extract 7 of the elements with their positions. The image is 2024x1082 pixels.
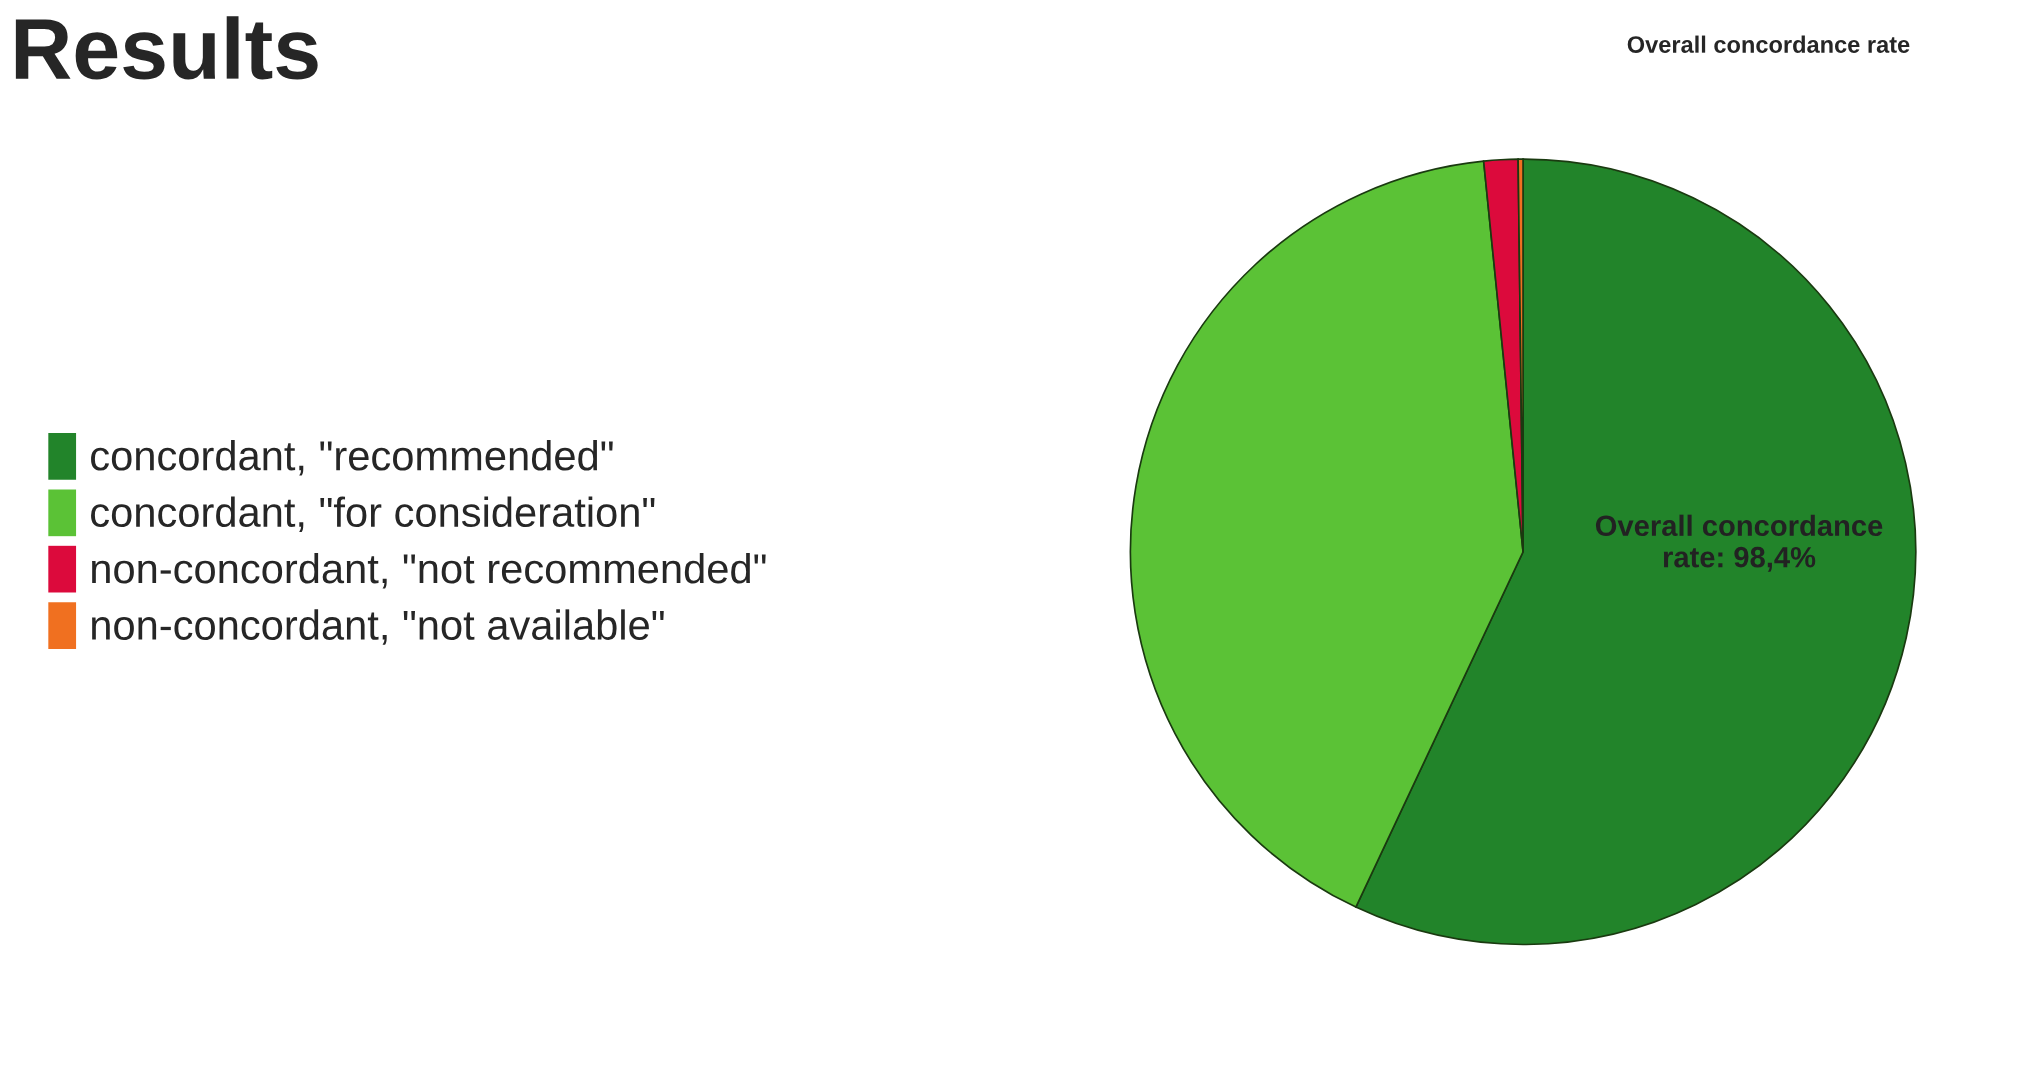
legend-label: non-concordant, "not available": [92, 609, 664, 645]
chart-subtitle: Overall concordance rate: [1627, 35, 1910, 53]
legend-label: concordant, "for consideration": [91, 496, 655, 532]
text: Overall concordance rate: 98,4%: [1595, 514, 1883, 572]
legend-label: concordant, "recommended": [91, 439, 613, 476]
legend-label: non-concordant, "not recommended": [92, 552, 766, 589]
chart-title: Results: [15, 16, 318, 80]
